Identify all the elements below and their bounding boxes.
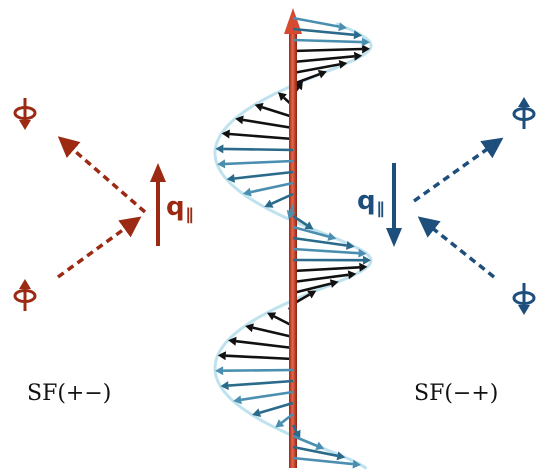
spin-arrow-front (292, 236, 355, 250)
scattered-beam-arrow-left (57, 136, 147, 214)
spin-arrow-front (292, 445, 346, 461)
spin-arrow-front (242, 181, 294, 197)
spin-up-icon-left (13, 279, 37, 311)
incident-beam-arrow-left (56, 216, 142, 279)
right-panel: q∥ SF(−+) (357, 97, 536, 406)
left-panel: q∥ SF(+−) (13, 98, 194, 406)
spin-arrow-front (292, 247, 367, 258)
spin-arrow-front (292, 37, 370, 47)
spin-arrow-front (292, 434, 325, 450)
spin-arrow-front (286, 204, 296, 219)
spin-arrow-back (221, 129, 294, 141)
spin-arrow-front (220, 379, 294, 391)
spin-arrow-back (292, 279, 339, 295)
scattered-beam-arrow-right (412, 137, 504, 203)
channel-label-right: SF(−+) (414, 381, 498, 406)
q-parallel-label-left: q∥ (166, 192, 194, 224)
spin-arrow-front (292, 214, 314, 230)
spin-arrow-front (264, 192, 294, 208)
spin-arrow-back (245, 323, 294, 339)
q-parallel-arrow-up (150, 163, 166, 246)
q-parallel-arrow-down (386, 163, 402, 247)
spin-arrow-back (292, 44, 370, 54)
spin-arrow-back (217, 351, 294, 361)
spin-arrow-front (292, 27, 362, 40)
spin-arrow-back (292, 51, 363, 64)
spin-arrow-back (292, 60, 348, 75)
incident-beam-arrow-right (417, 216, 496, 279)
channel-label-left: SF(+−) (27, 381, 111, 406)
spin-arrow-front (226, 170, 294, 183)
spin-arrow-back (292, 270, 357, 284)
spin-arrow-front (292, 225, 337, 241)
spin-arrow-back (228, 336, 294, 350)
spin-up-icon-right (512, 97, 536, 129)
spin-arrow-front (215, 366, 294, 376)
spin-arrow-front (215, 144, 294, 154)
spin-arrow-front (217, 159, 294, 169)
spin-arrow-front (292, 16, 347, 32)
spin-spiral-helix (213, 8, 373, 470)
spin-down-icon-left (13, 98, 37, 130)
spin-arrow-back (292, 70, 327, 86)
spin-arrow-back (254, 102, 294, 119)
spin-arrow-back (235, 115, 294, 130)
spin-arrow-back (292, 262, 368, 273)
spin-arrow-front (292, 456, 361, 469)
spin-down-icon-right (512, 283, 536, 315)
q-parallel-label-right: q∥ (357, 186, 385, 218)
spin-arrow-front (252, 401, 294, 417)
spin-arrow-front (292, 255, 371, 265)
spin-arrow-front (291, 424, 301, 439)
spin-arrow-front (233, 390, 294, 405)
spin-arrow-front (275, 412, 294, 428)
